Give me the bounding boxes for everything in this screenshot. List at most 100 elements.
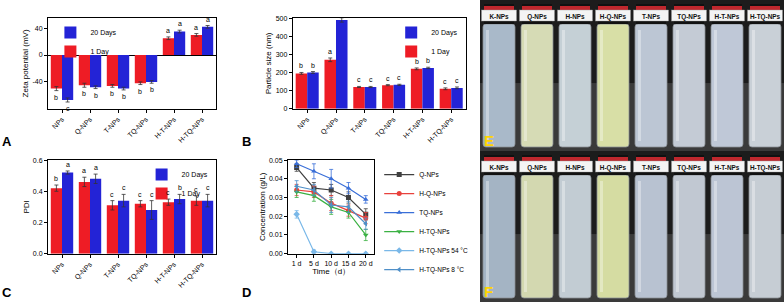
svg-text:b: b bbox=[415, 58, 419, 65]
svg-text:20 d: 20 d bbox=[359, 260, 373, 267]
svg-text:b: b bbox=[311, 62, 315, 69]
svg-text:c: c bbox=[66, 105, 70, 112]
svg-text:A: A bbox=[2, 134, 12, 149]
svg-text:c: c bbox=[166, 189, 170, 196]
svg-text:a: a bbox=[166, 27, 170, 34]
svg-text:T-NPs: T-NPs bbox=[102, 116, 121, 135]
svg-text:H-TQ-NPs 8 °C: H-TQ-NPs 8 °C bbox=[419, 266, 464, 274]
svg-text:1 d: 1 d bbox=[292, 260, 302, 267]
svg-text:1 Day: 1 Day bbox=[182, 190, 201, 198]
svg-text:Q-NPs: Q-NPs bbox=[527, 164, 547, 172]
svg-text:Time（d）: Time（d） bbox=[312, 267, 350, 276]
svg-text:H-TQ-NPs: H-TQ-NPs bbox=[419, 228, 450, 236]
svg-text:Q-NPs: Q-NPs bbox=[319, 115, 340, 136]
svg-text:PDI: PDI bbox=[22, 200, 31, 213]
svg-text:400: 400 bbox=[276, 33, 288, 40]
svg-text:20 Days: 20 Days bbox=[182, 171, 208, 179]
svg-text:H-Q-NPs: H-Q-NPs bbox=[419, 190, 446, 198]
svg-text:0.0: 0.0 bbox=[33, 250, 43, 257]
svg-text:Q-NPs: Q-NPs bbox=[73, 115, 94, 136]
svg-text:H-T-NPs: H-T-NPs bbox=[153, 260, 177, 284]
svg-text:F: F bbox=[484, 283, 493, 300]
svg-text:300: 300 bbox=[276, 51, 288, 58]
svg-text:15 d: 15 d bbox=[342, 260, 356, 267]
svg-text:H-T-NPs: H-T-NPs bbox=[715, 13, 740, 20]
svg-text:c: c bbox=[206, 184, 210, 191]
svg-text:b: b bbox=[94, 92, 98, 99]
svg-text:a: a bbox=[178, 20, 182, 27]
svg-text:NPs: NPs bbox=[51, 116, 66, 131]
svg-text:0.6: 0.6 bbox=[33, 157, 43, 164]
svg-text:b: b bbox=[54, 94, 58, 101]
svg-text:20 Days: 20 Days bbox=[90, 29, 116, 37]
svg-text:H-NPs: H-NPs bbox=[565, 13, 585, 20]
svg-text:40: 40 bbox=[35, 25, 43, 32]
svg-text:D: D bbox=[242, 285, 251, 300]
svg-text:20 Days: 20 Days bbox=[431, 29, 457, 37]
svg-text:b: b bbox=[178, 184, 182, 191]
svg-text:H-NPs: H-NPs bbox=[565, 164, 585, 171]
svg-text:c: c bbox=[386, 75, 390, 82]
svg-text:H-Q-NPs: H-Q-NPs bbox=[600, 164, 627, 172]
svg-text:a: a bbox=[82, 167, 86, 174]
svg-text:H-T-NPs: H-T-NPs bbox=[402, 116, 426, 140]
svg-text:0.02: 0.02 bbox=[269, 213, 283, 220]
svg-text:H-TQ-NPs: H-TQ-NPs bbox=[750, 13, 781, 21]
svg-text:E: E bbox=[484, 132, 494, 149]
svg-text:c: c bbox=[357, 76, 361, 83]
svg-text:Q-NPs: Q-NPs bbox=[527, 13, 547, 21]
svg-text:b: b bbox=[150, 86, 154, 93]
svg-text:c: c bbox=[122, 184, 126, 191]
svg-text:c: c bbox=[110, 191, 114, 198]
svg-text:Particle size (nm): Particle size (nm) bbox=[264, 32, 273, 94]
svg-text:0: 0 bbox=[39, 51, 43, 58]
svg-text:500: 500 bbox=[276, 15, 288, 22]
svg-text:C: C bbox=[2, 285, 12, 300]
svg-text:K-NPs: K-NPs bbox=[489, 164, 509, 171]
svg-text:c: c bbox=[138, 191, 142, 198]
svg-text:0.2: 0.2 bbox=[33, 219, 43, 226]
svg-text:H-T-NPs: H-T-NPs bbox=[715, 164, 740, 171]
svg-text:Q-NPs: Q-NPs bbox=[73, 260, 94, 281]
svg-text:0.01: 0.01 bbox=[269, 231, 283, 238]
svg-text:a: a bbox=[328, 48, 332, 55]
svg-text:Concentration (g/L): Concentration (g/L) bbox=[258, 172, 267, 241]
svg-text:TQ-NPs: TQ-NPs bbox=[419, 209, 443, 217]
svg-text:100: 100 bbox=[276, 87, 288, 94]
svg-text:b: b bbox=[110, 90, 114, 97]
svg-text:1 Day: 1 Day bbox=[90, 48, 109, 56]
svg-text:0.05: 0.05 bbox=[269, 157, 283, 164]
svg-text:TQ-NPs: TQ-NPs bbox=[677, 13, 701, 21]
svg-text:a: a bbox=[66, 161, 70, 168]
svg-text:0.00: 0.00 bbox=[269, 250, 283, 257]
svg-text:T-NPs: T-NPs bbox=[642, 13, 661, 20]
svg-text:b: b bbox=[299, 62, 303, 69]
svg-text:200: 200 bbox=[276, 69, 288, 76]
svg-text:1 Day: 1 Day bbox=[431, 48, 450, 56]
svg-text:b: b bbox=[82, 90, 86, 97]
svg-text:5 d: 5 d bbox=[309, 260, 319, 267]
svg-text:c: c bbox=[369, 76, 373, 83]
svg-text:H-TQ-NPs: H-TQ-NPs bbox=[177, 116, 206, 145]
svg-text:T-NPs: T-NPs bbox=[642, 164, 661, 171]
svg-text:Zeta potential (mV): Zeta potential (mV) bbox=[21, 29, 30, 97]
svg-text:a: a bbox=[94, 164, 98, 171]
svg-text:c: c bbox=[443, 78, 447, 85]
svg-text:Q-NPs: Q-NPs bbox=[419, 171, 439, 179]
svg-text:H-TQ-NPs 54 °C: H-TQ-NPs 54 °C bbox=[419, 247, 468, 255]
svg-text:b: b bbox=[138, 88, 142, 95]
svg-text:T-NPs: T-NPs bbox=[102, 260, 121, 279]
svg-text:H-TQ-NPs: H-TQ-NPs bbox=[750, 164, 781, 172]
svg-text:c: c bbox=[455, 77, 459, 84]
svg-text:0.03: 0.03 bbox=[269, 194, 283, 201]
svg-text:TQ-NPs: TQ-NPs bbox=[126, 260, 150, 284]
svg-text:0.04: 0.04 bbox=[269, 175, 283, 182]
svg-text:b: b bbox=[122, 93, 126, 100]
svg-text:B: B bbox=[242, 134, 251, 149]
svg-text:K-NPs: K-NPs bbox=[489, 13, 509, 20]
svg-text:H-T-NPs: H-T-NPs bbox=[153, 116, 177, 140]
svg-text:TQ-NPs: TQ-NPs bbox=[126, 116, 150, 140]
svg-text:H-Q-NPs: H-Q-NPs bbox=[600, 13, 627, 21]
svg-text:a: a bbox=[194, 24, 198, 31]
svg-text:-40: -40 bbox=[32, 78, 42, 85]
